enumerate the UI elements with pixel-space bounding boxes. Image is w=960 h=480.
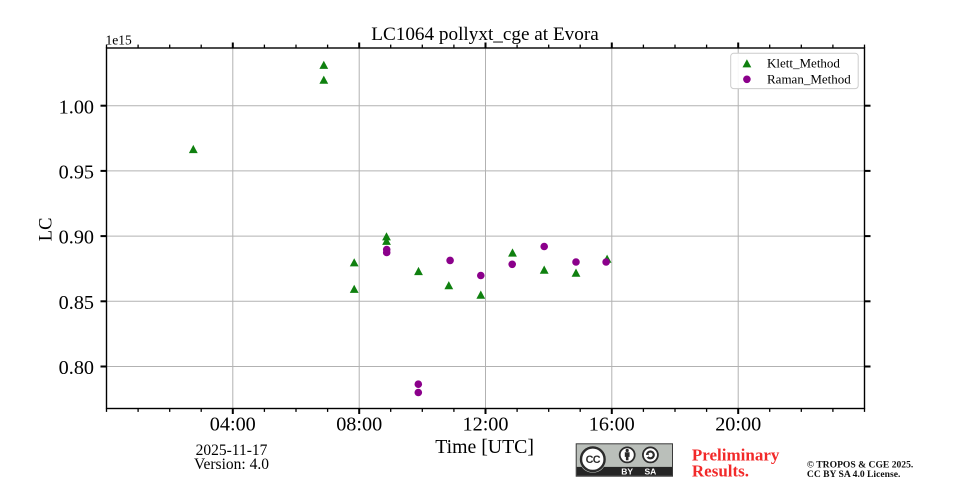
svg-text:Results.: Results. xyxy=(692,461,749,480)
svg-text:CC: CC xyxy=(586,454,601,466)
svg-text:Time [UTC]: Time [UTC] xyxy=(435,436,534,458)
svg-text:0.80: 0.80 xyxy=(59,357,94,379)
svg-text:LC: LC xyxy=(37,218,57,242)
svg-text:SA: SA xyxy=(644,467,656,477)
svg-text:04:00: 04:00 xyxy=(210,414,256,436)
svg-text:BY: BY xyxy=(621,467,633,477)
svg-text:20:00: 20:00 xyxy=(715,414,761,436)
svg-text:© TROPOS & CGE 2025.: © TROPOS & CGE 2025. xyxy=(807,459,913,470)
svg-text:Version: 4.0: Version: 4.0 xyxy=(194,456,269,473)
svg-text:CC BY SA 4.0 License.: CC BY SA 4.0 License. xyxy=(807,469,900,480)
svg-text:Raman_Method: Raman_Method xyxy=(767,72,851,87)
svg-text:2025-11-17: 2025-11-17 xyxy=(196,442,268,459)
svg-text:1.00: 1.00 xyxy=(59,96,94,118)
svg-text:Klett_Method: Klett_Method xyxy=(767,56,840,71)
svg-text:0.95: 0.95 xyxy=(59,162,94,184)
svg-text:LC1064 pollyxt_cge at Evora: LC1064 pollyxt_cge at Evora xyxy=(371,24,599,45)
svg-text:08:00: 08:00 xyxy=(336,414,382,436)
svg-text:12:00: 12:00 xyxy=(463,414,509,436)
svg-text:16:00: 16:00 xyxy=(589,414,635,436)
svg-text:1e15: 1e15 xyxy=(106,33,132,48)
svg-text:Preliminary: Preliminary xyxy=(692,446,780,465)
svg-text:0.85: 0.85 xyxy=(59,292,94,314)
svg-text:0.90: 0.90 xyxy=(59,227,94,249)
